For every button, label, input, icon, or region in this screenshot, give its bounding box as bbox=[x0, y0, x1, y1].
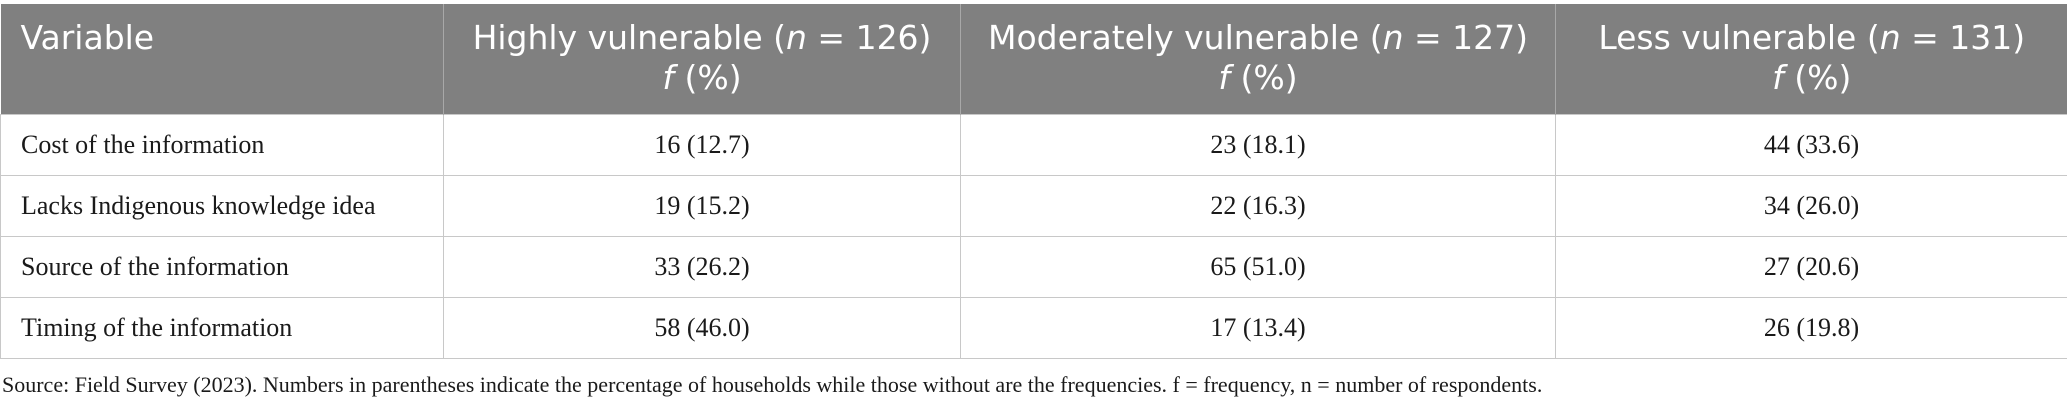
header-highly-vulnerable: Highly vulnerable (n = 126) f (%) bbox=[443, 4, 961, 114]
cell-less-vulnerable: 27 (20.6) bbox=[1555, 235, 2067, 298]
table-row: Lacks Indigenous knowledge idea 19 (15.2… bbox=[0, 174, 2067, 237]
cell-highly-vulnerable: 16 (12.7) bbox=[443, 113, 961, 176]
data-table-container: Variable Highly vulnerable (n = 126) f (… bbox=[0, 4, 2067, 359]
cell-highly-vulnerable: 58 (46.0) bbox=[443, 296, 961, 359]
header-moderately-vulnerable: Moderately vulnerable (n = 127) f (%) bbox=[960, 4, 1556, 114]
header-variable: Variable bbox=[20, 18, 155, 57]
table-row: Source of the information 33 (26.2) 65 (… bbox=[0, 235, 2067, 298]
cell-highly-vulnerable: 33 (26.2) bbox=[443, 235, 961, 298]
table-footnote: Source: Field Survey (2023). Numbers in … bbox=[2, 372, 1543, 397]
row-label: Cost of the information bbox=[0, 113, 444, 176]
table-row: Timing of the information 58 (46.0) 17 (… bbox=[0, 296, 2067, 359]
cell-highly-vulnerable: 19 (15.2) bbox=[443, 174, 961, 237]
table-row: Cost of the information 16 (12.7) 23 (18… bbox=[0, 113, 2067, 176]
cell-less-vulnerable: 34 (26.0) bbox=[1555, 174, 2067, 237]
cell-moderately-vulnerable: 23 (18.1) bbox=[960, 113, 1556, 176]
table-header-row: Variable Highly vulnerable (n = 126) f (… bbox=[0, 4, 2067, 114]
row-label: Source of the information bbox=[0, 235, 444, 298]
row-label: Lacks Indigenous knowledge idea bbox=[0, 174, 444, 237]
header-less-vulnerable: Less vulnerable (n = 131) f (%) bbox=[1555, 4, 2067, 114]
row-label: Timing of the information bbox=[0, 296, 444, 359]
cell-moderately-vulnerable: 22 (16.3) bbox=[960, 174, 1556, 237]
cell-less-vulnerable: 44 (33.6) bbox=[1555, 113, 2067, 176]
vulnerability-table: Variable Highly vulnerable (n = 126) f (… bbox=[0, 4, 2067, 359]
cell-moderately-vulnerable: 17 (13.4) bbox=[960, 296, 1556, 359]
cell-moderately-vulnerable: 65 (51.0) bbox=[960, 235, 1556, 298]
cell-less-vulnerable: 26 (19.8) bbox=[1555, 296, 2067, 359]
